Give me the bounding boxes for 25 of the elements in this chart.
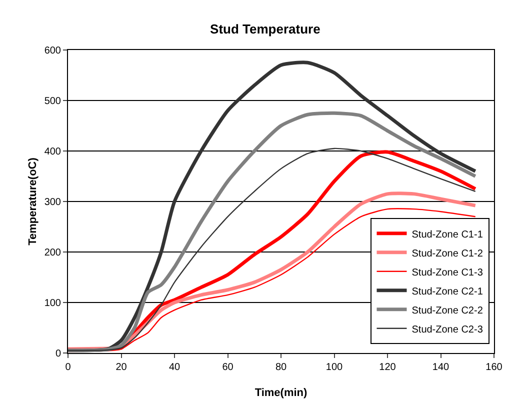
x-tick-label: 80 (275, 362, 287, 373)
x-tick-label: 160 (486, 362, 503, 373)
x-axis-title: Time(min) (254, 387, 308, 399)
y-tick-label: 300 (44, 197, 62, 208)
y-tick-label: 400 (44, 146, 62, 158)
x-tick-label: 20 (116, 362, 128, 373)
y-tick-label: 100 (44, 298, 62, 309)
x-tick-label: 40 (168, 362, 180, 373)
chart-title: Stud Temperature (210, 21, 320, 36)
y-tick-label: 600 (44, 46, 62, 56)
legend-label: Stud-Zone C1-1 (412, 229, 484, 240)
legend-label: Stud-Zone C2-2 (412, 305, 484, 316)
x-tick-label: 100 (326, 362, 344, 373)
x-tick-label: 140 (432, 362, 450, 373)
x-tick-label: 120 (379, 362, 396, 373)
legend-label: Stud-Zone C2-1 (412, 286, 484, 298)
y-axis-title: Temperature(oC) (27, 157, 39, 246)
y-tick-label: 0 (55, 348, 62, 360)
legend-label: Stud-Zone C1-3 (412, 267, 484, 278)
legend-label: Stud-Zone C2-3 (412, 324, 484, 336)
y-tick-label: 500 (44, 96, 62, 107)
x-tick-label: 0 (65, 362, 72, 373)
legend-label: Stud-Zone C1-2 (412, 248, 484, 260)
y-tick-label: 200 (44, 248, 62, 258)
x-tick-label: 60 (222, 362, 234, 373)
